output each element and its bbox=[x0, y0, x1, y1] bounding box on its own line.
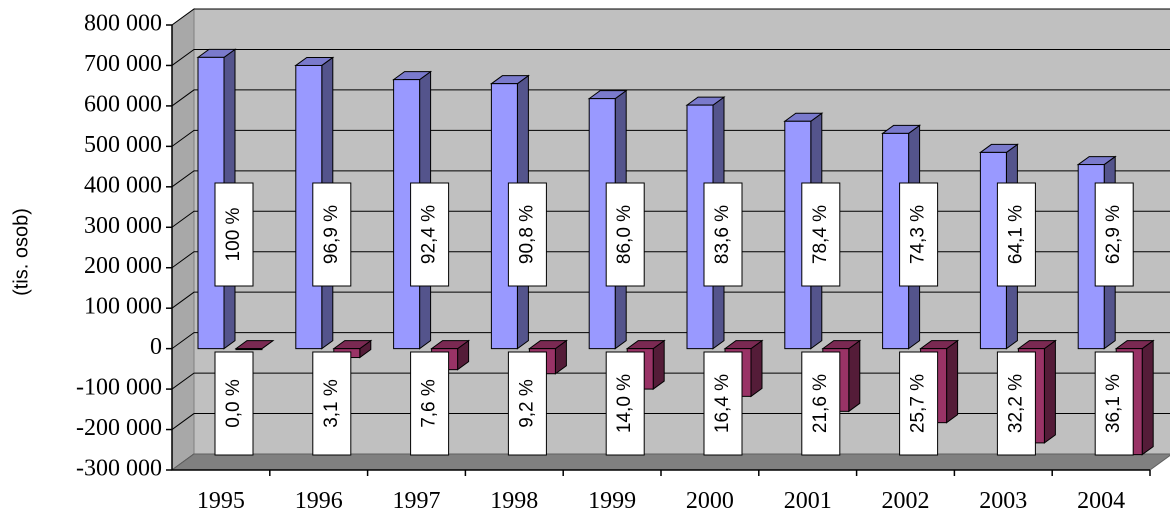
data-label: 78,4 % bbox=[810, 205, 831, 264]
data-label-negative: 36,1 % bbox=[1095, 352, 1133, 455]
bar-side bbox=[751, 341, 762, 397]
y-tick-label: 400 000 bbox=[84, 172, 162, 198]
data-label-negative: 0,0 % bbox=[215, 352, 253, 455]
data-label: 96,9 % bbox=[321, 205, 342, 264]
data-label: 9,2 % bbox=[516, 379, 537, 428]
data-label-positive: 62,9 % bbox=[1095, 183, 1133, 286]
y-tick-label: 800 000 bbox=[84, 11, 162, 37]
data-label: 36,1 % bbox=[1103, 374, 1124, 433]
data-label-positive: 100 % bbox=[215, 183, 253, 286]
y-tick-label: 500 000 bbox=[84, 132, 162, 158]
x-tick-label: 1997 bbox=[393, 488, 441, 514]
data-label-positive: 83,6 % bbox=[704, 183, 742, 286]
data-label-negative: 32,2 % bbox=[997, 352, 1035, 455]
data-label: 16,4 % bbox=[712, 374, 733, 433]
data-label: 7,6 % bbox=[419, 379, 440, 428]
data-label: 86,0 % bbox=[614, 205, 635, 264]
data-label: 90,8 % bbox=[516, 205, 537, 264]
x-tick-label: 1995 bbox=[197, 488, 245, 514]
y-tick-label: -200 000 bbox=[76, 415, 162, 441]
data-label: 3,1 % bbox=[321, 379, 342, 428]
data-label: 32,2 % bbox=[1005, 374, 1026, 433]
bar-front bbox=[236, 349, 262, 350]
floor bbox=[172, 454, 1170, 470]
x-tick-label: 1996 bbox=[295, 488, 343, 514]
x-tick-label: 2000 bbox=[686, 488, 734, 514]
x-tick-labels: 1995 1996 1997 1998 1999 2000 2001 2002 2003 2004 bbox=[197, 488, 1125, 514]
bar-side bbox=[849, 341, 860, 412]
y-tick-label: 0 bbox=[150, 334, 162, 360]
plot-floor bbox=[172, 454, 1170, 470]
y-tick-label: 700 000 bbox=[84, 51, 162, 77]
data-label-positive: 92,4 % bbox=[411, 183, 449, 286]
data-label-negative: 7,6 % bbox=[411, 352, 449, 455]
y-tick-label: 200 000 bbox=[84, 253, 162, 279]
y-tick-label: -300 000 bbox=[76, 456, 162, 482]
data-label: 92,4 % bbox=[419, 205, 440, 264]
data-label-negative: 21,6 % bbox=[802, 352, 840, 455]
x-tick-label: 2001 bbox=[784, 488, 832, 514]
x-tick-label: 2003 bbox=[979, 488, 1027, 514]
x-tick-label: 2004 bbox=[1077, 488, 1125, 514]
data-label-negative: 3,1 % bbox=[313, 352, 351, 455]
y-tick-label: 100 000 bbox=[84, 294, 162, 320]
data-label-positive: 86,0 % bbox=[606, 183, 644, 286]
bar-side bbox=[1142, 341, 1153, 455]
data-label-negative: 16,4 % bbox=[704, 352, 742, 455]
data-label: 62,9 % bbox=[1103, 205, 1124, 264]
data-label-negative: 25,7 % bbox=[900, 352, 938, 455]
y-axis-label: (tis. osob) bbox=[10, 208, 32, 296]
y-tick-label: 300 000 bbox=[84, 213, 162, 239]
data-label: 100 % bbox=[223, 207, 244, 261]
data-label-positive: 64,1 % bbox=[997, 183, 1035, 286]
data-label-negative: 9,2 % bbox=[508, 352, 546, 455]
x-tick-label: 1999 bbox=[588, 488, 636, 514]
x-tick-label: 2002 bbox=[882, 488, 930, 514]
bar-side bbox=[947, 341, 958, 423]
y-tick-label: -100 000 bbox=[76, 375, 162, 401]
data-label: 64,1 % bbox=[1005, 205, 1026, 264]
data-label: 21,6 % bbox=[810, 374, 831, 433]
data-label: 74,3 % bbox=[908, 205, 929, 264]
data-label-negative: 14,0 % bbox=[606, 352, 644, 455]
x-tick-label: 1998 bbox=[490, 488, 538, 514]
data-label-positive: 96,9 % bbox=[313, 183, 351, 286]
data-label-positive: 78,4 % bbox=[802, 183, 840, 286]
y-tick-labels: 800 000 700 000 600 000 500 000 400 000 300 0… bbox=[76, 11, 162, 482]
data-label: 14,0 % bbox=[614, 374, 635, 433]
side-wall bbox=[172, 9, 194, 470]
data-label-positive: 74,3 % bbox=[900, 183, 938, 286]
bar-side bbox=[1044, 341, 1055, 443]
data-label: 83,6 % bbox=[712, 205, 733, 264]
data-label: 0,0 % bbox=[223, 379, 244, 428]
data-label: 25,7 % bbox=[908, 374, 929, 433]
data-label-positive: 90,8 % bbox=[508, 183, 546, 286]
y-tick-label: 600 000 bbox=[84, 91, 162, 117]
